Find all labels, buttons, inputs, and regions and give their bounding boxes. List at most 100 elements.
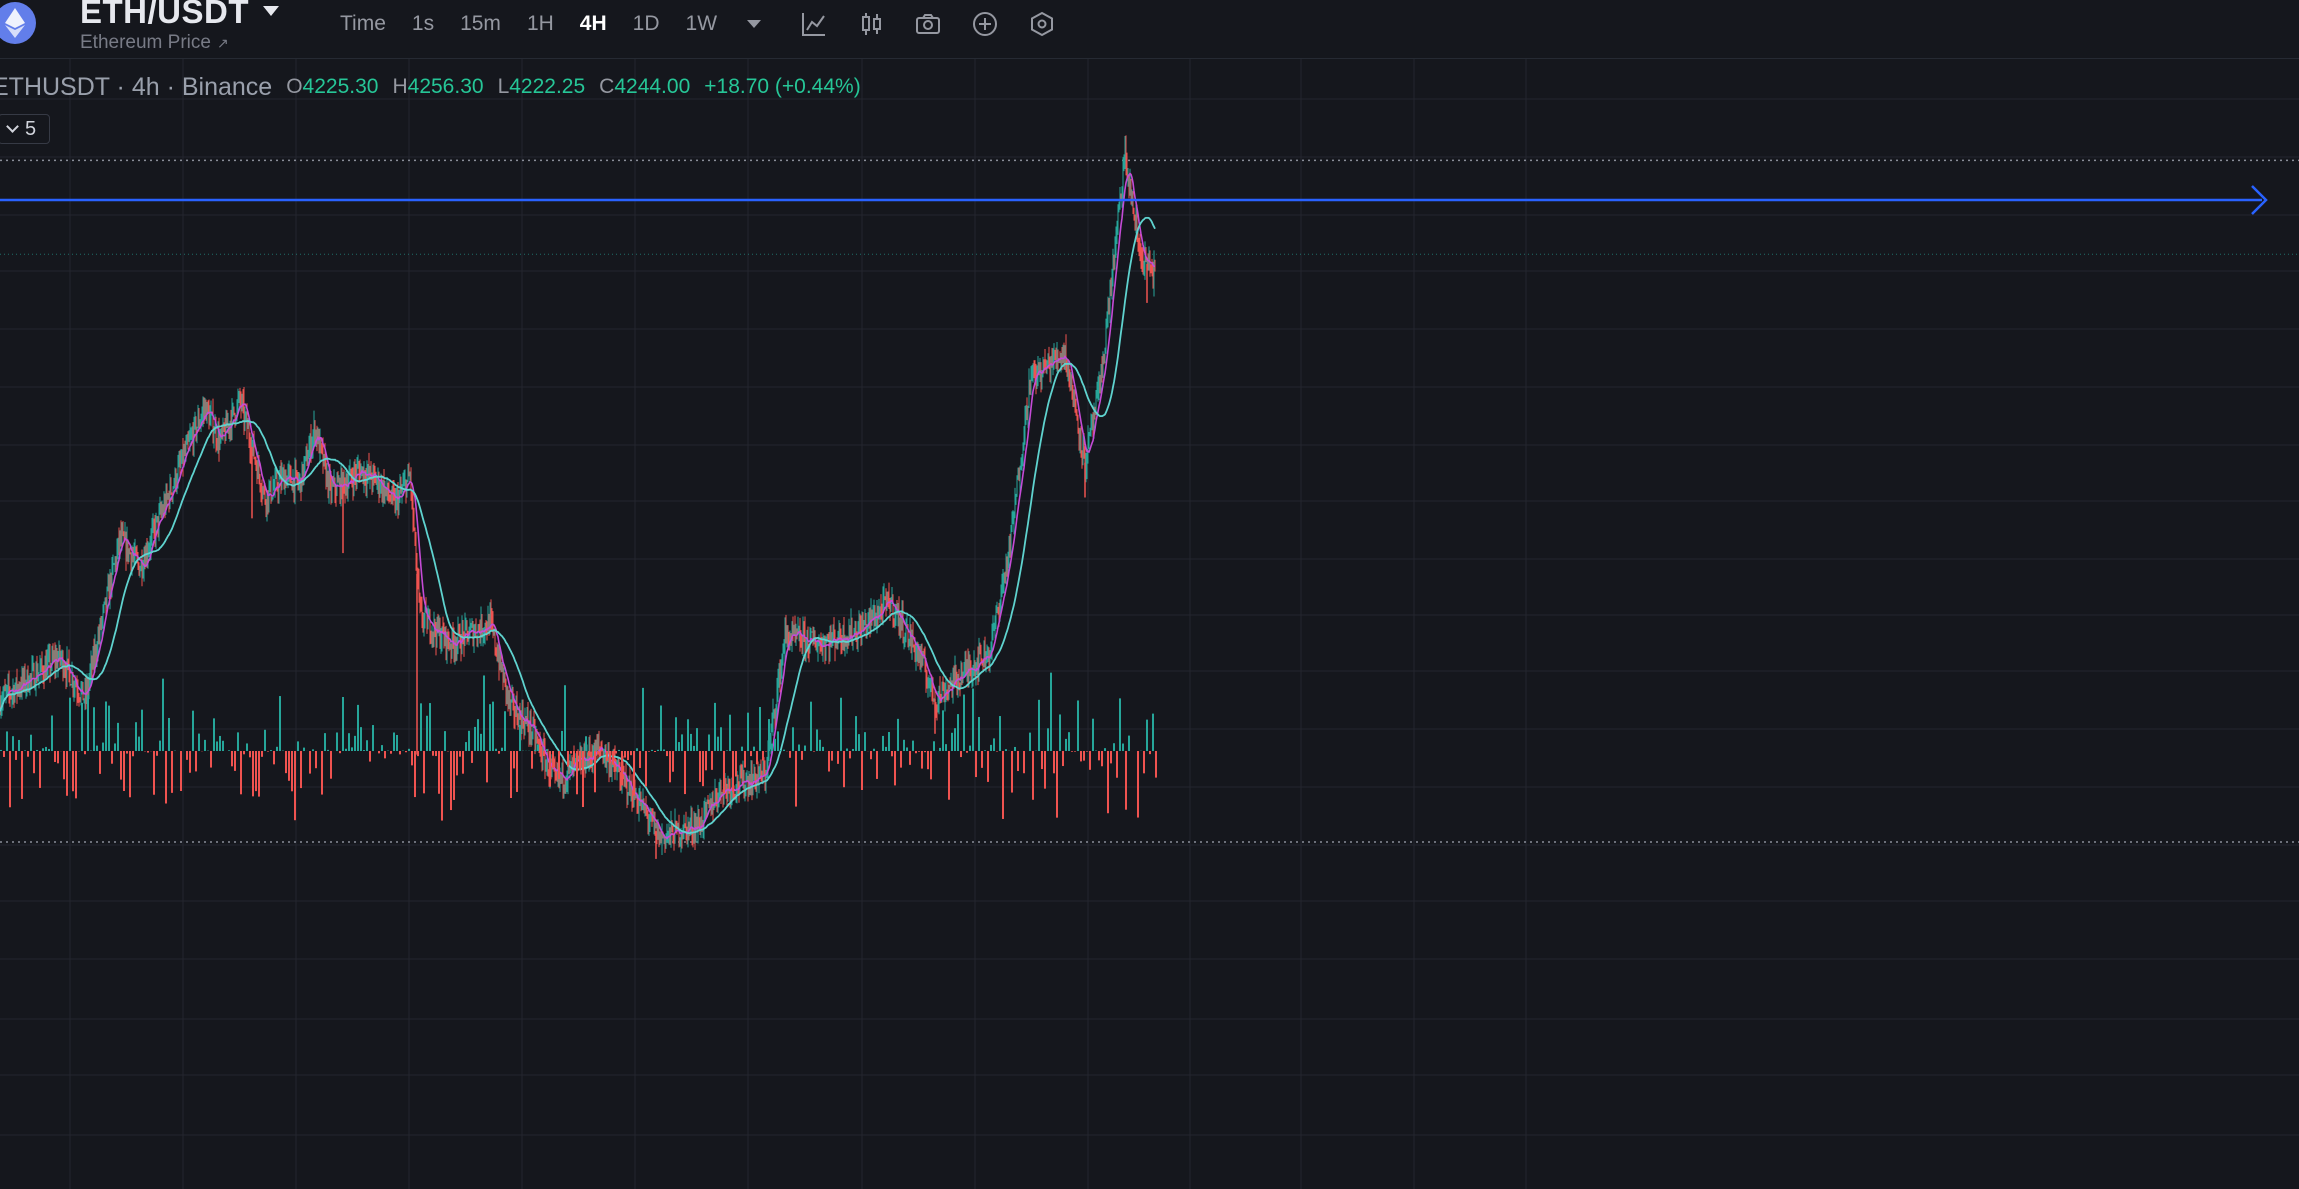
volume-bar — [969, 745, 971, 751]
volume-bar — [429, 703, 431, 751]
volume-bar — [141, 709, 143, 751]
volume-bar — [831, 751, 833, 761]
timeframe-4h[interactable]: 4H — [579, 12, 607, 35]
legend-change: +18.70 (+0.44%) — [704, 75, 861, 98]
timeframe-1h[interactable]: 1H — [526, 12, 554, 35]
volume-bar — [1143, 751, 1145, 774]
volume-bar — [621, 751, 623, 786]
volume-bar — [477, 719, 479, 751]
volume-bar — [882, 735, 884, 751]
volume-bar — [231, 751, 233, 767]
volume-bar — [723, 751, 725, 794]
volume-bar — [687, 719, 689, 751]
volume-bar — [132, 751, 134, 757]
timeframe-1w[interactable]: 1W — [685, 12, 718, 35]
timeframe-15m[interactable]: 15m — [460, 12, 501, 35]
volume-bar — [66, 751, 68, 796]
symbol-selector[interactable]: ETH/USDT — [80, 0, 279, 36]
timeframe-dropdown-icon[interactable] — [747, 20, 762, 28]
volume-bar — [138, 736, 140, 751]
volume-bar — [1014, 746, 1016, 751]
timeframe-time[interactable]: Time — [340, 12, 386, 35]
timeframe-1s[interactable]: 1s — [411, 12, 435, 35]
volume-bar — [237, 732, 239, 751]
volume-bar — [1137, 751, 1139, 818]
volume-bar — [108, 705, 110, 751]
volume-bar — [114, 743, 116, 751]
volume-bar — [909, 751, 911, 765]
volume-bar — [1053, 751, 1055, 774]
volume-bar — [456, 751, 458, 776]
volume-bar — [816, 729, 818, 751]
candle-style-icon[interactable] — [856, 9, 886, 39]
volume-bar — [849, 751, 851, 759]
ma-fast-line — [0, 172, 1156, 840]
symbol-title[interactable]: ETH/USDT — [80, 0, 249, 30]
volume-bar — [198, 733, 200, 751]
volume-bar — [759, 707, 761, 751]
volume-bar — [855, 716, 857, 751]
volume-bar — [999, 716, 1001, 751]
volume-bar — [888, 732, 890, 751]
volume-bar — [708, 734, 710, 751]
volume-bar — [129, 751, 131, 798]
price-chart[interactable] — [0, 59, 2299, 1189]
volume-bar — [483, 675, 485, 751]
legend-high: 4256.30 — [407, 75, 484, 98]
volume-bar — [63, 751, 65, 780]
volume-bar — [1077, 700, 1079, 751]
volume-bar — [693, 745, 695, 751]
volume-bar — [396, 734, 398, 751]
volume-bar — [276, 746, 278, 751]
volume-bar — [1068, 732, 1070, 751]
indicators-icon[interactable] — [799, 9, 829, 39]
volume-bar — [69, 697, 71, 751]
volume-bar — [81, 702, 83, 751]
symbol-subtitle[interactable]: Ethereum Price — [80, 32, 211, 53]
chart-grid — [0, 59, 2299, 1189]
volume-bar — [186, 751, 188, 760]
volume-bar — [651, 749, 653, 751]
volume-bar — [756, 751, 758, 765]
volume-bar — [696, 728, 698, 751]
volume-bar — [981, 751, 983, 768]
timeframe-1d[interactable]: 1D — [632, 12, 660, 35]
volume-bar — [840, 697, 842, 751]
volume-bar — [606, 751, 608, 761]
volume-bar — [255, 751, 257, 792]
volume-bar — [933, 741, 935, 751]
volume-bar — [366, 740, 368, 751]
volume-bar — [1122, 743, 1124, 751]
settings-icon[interactable] — [1027, 9, 1057, 39]
volume-bar — [837, 751, 839, 764]
volume-bar — [111, 751, 113, 764]
volume-bar — [309, 751, 311, 774]
volume-bar — [369, 751, 371, 762]
volume-bar — [690, 733, 692, 751]
volume-bar — [30, 734, 32, 751]
volume-bar — [813, 751, 815, 752]
volume-bar — [948, 751, 950, 800]
symbol-dropdown-icon[interactable] — [263, 6, 279, 16]
indicators-toggle-button[interactable]: 5 — [0, 114, 50, 144]
volume-bar — [324, 733, 326, 751]
volume-bar — [897, 718, 899, 751]
volume-bar — [1128, 735, 1130, 751]
camera-icon[interactable] — [913, 9, 943, 39]
ray-arrow-icon[interactable] — [2251, 185, 2268, 215]
volume-bar — [603, 748, 605, 751]
volume-bar — [1083, 751, 1085, 761]
volume-bar — [36, 749, 38, 751]
volume-bar — [489, 704, 491, 751]
volume-bar — [1101, 751, 1103, 767]
symbol-subtitle-link[interactable]: Ethereum Price ↗ — [80, 32, 229, 54]
volume-bar — [261, 751, 263, 757]
add-icon[interactable] — [970, 9, 1000, 39]
volume-bar — [993, 738, 995, 751]
volume-bar — [258, 751, 260, 797]
volume-bar — [516, 751, 518, 792]
volume-bar — [675, 717, 677, 751]
volume-bar — [417, 751, 419, 757]
volume-bar — [975, 751, 977, 778]
volume-bar — [126, 751, 128, 754]
